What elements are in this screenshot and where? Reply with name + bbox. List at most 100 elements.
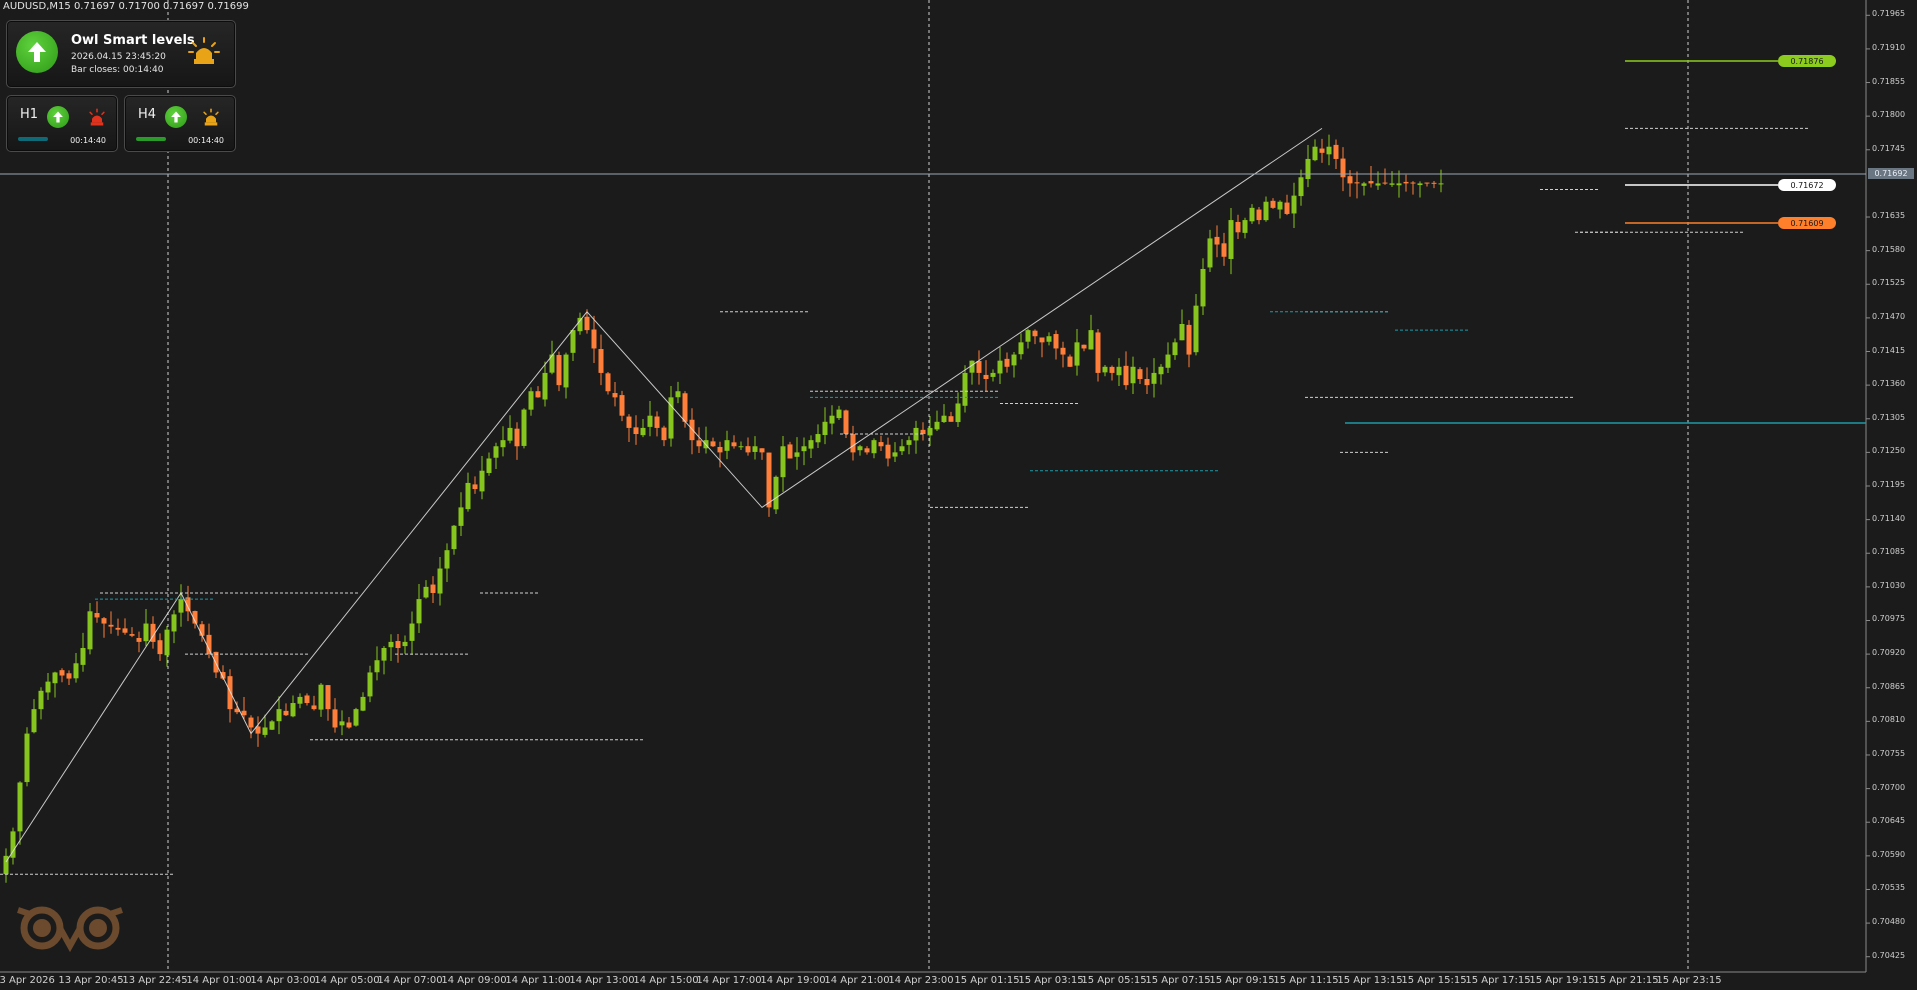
candle-bear (1095, 332, 1101, 373)
price-tick-label: 0.71635 (1872, 211, 1906, 221)
arrow-up-icon (47, 106, 69, 128)
siren-icon (201, 108, 221, 132)
price-tick-label: 0.70975 (1872, 614, 1906, 624)
time-tick-label: 14 Apr 23:00 (888, 975, 954, 986)
candle-bull (479, 470, 485, 492)
candle-bear (248, 717, 254, 728)
time-tick-label: 14 Apr 13:00 (569, 975, 635, 986)
candle-bear (157, 640, 163, 655)
time-tick-label: 15 Apr 11:15 (1273, 975, 1339, 986)
candle-bull (381, 648, 387, 661)
candle-bear (1039, 337, 1045, 343)
candle-bull (542, 372, 548, 400)
candle-bull (780, 446, 786, 478)
panel-title: Owl Smart levels (71, 33, 195, 48)
price-tick-label: 0.70700 (1872, 782, 1906, 792)
candle-bear (395, 641, 401, 648)
candle-bull (339, 721, 345, 726)
timeframe-countdown: 00:14:40 (188, 136, 224, 145)
candle-bear (983, 374, 989, 380)
candle-bull (990, 372, 996, 377)
price-tick-label: 0.70810 (1872, 715, 1906, 725)
candle-bear (108, 624, 114, 627)
candle-bull (752, 446, 758, 452)
time-tick-label: 14 Apr 09:00 (441, 975, 507, 986)
candle-bear (1424, 182, 1430, 184)
candle-bull (1326, 146, 1332, 155)
price-tick-label: 0.70590 (1872, 849, 1906, 859)
candle-bull (1179, 324, 1185, 341)
candle-bull (423, 586, 429, 598)
candle-bull (3, 855, 9, 875)
price-tick-label: 0.70480 (1872, 917, 1906, 927)
price-tick-label: 0.71360 (1872, 379, 1906, 389)
candle-bull (1130, 366, 1136, 384)
candle-bear (1270, 200, 1276, 208)
price-tick-label: 0.71415 (1872, 345, 1906, 355)
candle-bear (1144, 378, 1150, 386)
candle-bear (843, 410, 849, 435)
candle-bull (171, 614, 177, 632)
owl-smart-levels-panel[interactable]: Owl Smart levels 2026.04.15 23:45:20 Bar… (6, 20, 236, 88)
candle-bull (276, 709, 282, 722)
timeframe-label: H1 (20, 107, 39, 122)
price-tick-label: 0.70755 (1872, 748, 1906, 758)
timeframe-panel-h4[interactable]: H4 00:14:40 (124, 95, 236, 152)
candle-bear (766, 452, 772, 508)
candle-bull (1263, 201, 1269, 221)
time-tick-label: 15 Apr 13:15 (1337, 975, 1403, 986)
candle-bull (892, 452, 898, 457)
candle-bull (1116, 366, 1122, 376)
candle-bull (899, 446, 905, 452)
candle-bull (1088, 330, 1094, 350)
candle-bull (962, 372, 968, 406)
candle-bear (311, 705, 317, 710)
candle-bear (535, 391, 541, 398)
candle-bear (1214, 236, 1220, 245)
candle-bull (409, 623, 415, 641)
candle-bear (1004, 358, 1010, 367)
price-tick-label: 0.71470 (1872, 311, 1906, 321)
candle-bull (1438, 183, 1444, 185)
candle-bull (500, 440, 506, 448)
time-tick-label: 15 Apr 19:15 (1529, 975, 1595, 986)
candle-bear (1354, 182, 1360, 184)
price-tick-label: 0.71140 (1872, 513, 1906, 523)
siren-icon (87, 108, 107, 132)
bar-closes-countdown: Bar closes: 00:14:40 (71, 65, 164, 75)
trend-strength-bar (18, 137, 48, 141)
price-tick-label: 0.71965 (1872, 9, 1906, 19)
candle-bull (458, 507, 464, 526)
candle-bull (647, 415, 653, 427)
candle-bull (1046, 336, 1052, 342)
arrow-up-icon (16, 31, 58, 73)
candle-bull (1361, 183, 1367, 186)
candle-bull (815, 434, 821, 443)
candle-bull (1158, 366, 1164, 375)
candle-bear (129, 634, 135, 636)
timeframe-panel-h1[interactable]: H1 00:14:40 (6, 95, 118, 152)
candle-bull (1018, 342, 1024, 355)
time-tick-label: 14 Apr 19:00 (760, 975, 826, 986)
candle-bull (1200, 268, 1206, 307)
candle-bear (689, 419, 695, 441)
candle-bear (332, 709, 338, 728)
candle-bear (654, 416, 660, 428)
candle-bear (878, 442, 884, 447)
time-tick-label: 15 Apr 23:15 (1656, 975, 1722, 986)
candle-bull (1165, 354, 1171, 368)
candle-bear (682, 393, 688, 422)
candle-bear (948, 416, 954, 422)
candle-bear (59, 670, 65, 676)
time-tick-label: 13 Apr 2026 (0, 975, 55, 986)
candle-bear (1368, 181, 1374, 184)
price-tick-label: 0.70920 (1872, 648, 1906, 658)
candle-bull (24, 733, 30, 783)
candle-bull (143, 623, 149, 642)
candle-bear (612, 393, 618, 398)
time-tick-label: 14 Apr 05:00 (314, 975, 380, 986)
candle-bear (1431, 182, 1437, 184)
time-tick-label: 15 Apr 05:15 (1081, 975, 1147, 986)
